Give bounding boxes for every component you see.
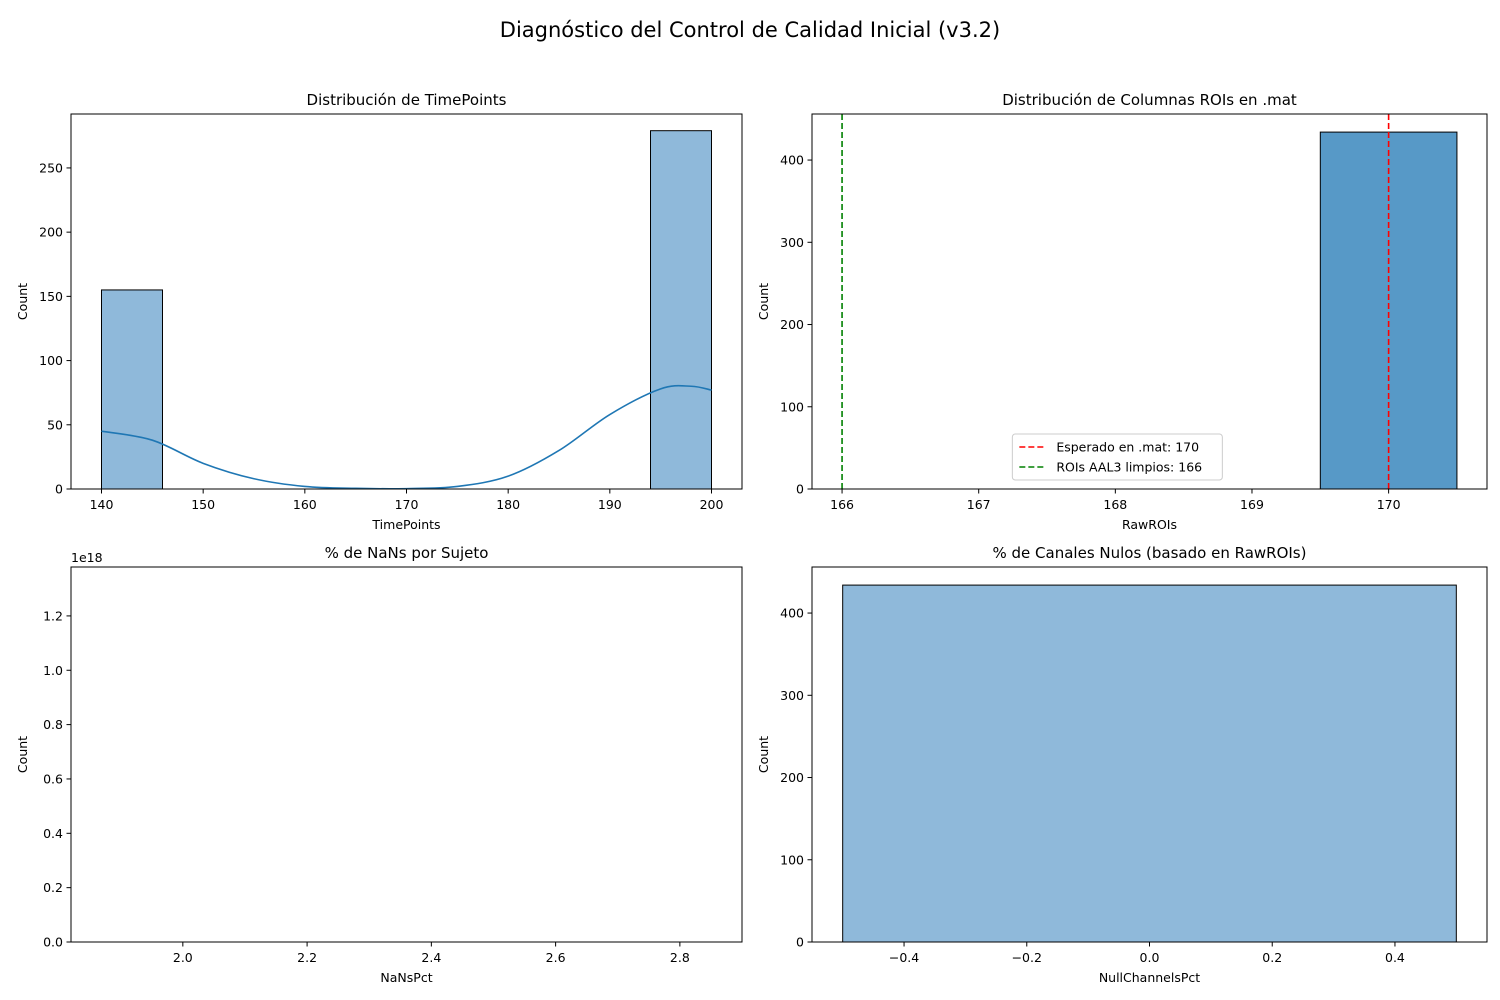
x-tick-label: 2.6: [546, 950, 566, 965]
x-tick-label: 160: [293, 497, 317, 512]
y-tick-label: 300: [780, 235, 804, 250]
x-tick-label: 180: [496, 497, 520, 512]
y-tick-label: 100: [780, 852, 804, 867]
histogram-bar: [1319, 131, 1458, 490]
x-tick-label: −0.2: [1012, 950, 1042, 965]
legend-label: Esperado en .mat: 170: [1056, 440, 1199, 455]
x-tick-label: 200: [700, 497, 724, 512]
x-tick-label: 0.4: [1385, 950, 1405, 965]
y-tick-label: 1.2: [43, 608, 63, 623]
y-tick-label: 100: [780, 399, 804, 414]
y-axis-label: Count: [756, 283, 771, 320]
x-tick-label: 190: [598, 497, 622, 512]
histogram-bar: [650, 130, 712, 490]
y-tick-label: 0.0: [43, 935, 63, 950]
x-tick-label: 166: [830, 497, 854, 512]
y-tick-label: 0.6: [43, 771, 63, 786]
y-tick-label: 50: [47, 417, 63, 432]
x-tick-label: 169: [1240, 497, 1264, 512]
y-tick-label: 0: [55, 482, 63, 497]
axes-frame: [811, 113, 1488, 490]
y-tick-label: 400: [780, 606, 804, 621]
chart-title: Distribución de Columnas ROIs en .mat: [1002, 91, 1297, 109]
y-tick-label: 200: [780, 770, 804, 785]
x-tick-label: 2.4: [421, 950, 441, 965]
chart-title: Distribución de TimePoints: [307, 91, 507, 109]
legend-label: ROIs AAL3 limpios: 166: [1056, 460, 1202, 475]
x-axis-label: TimePoints: [371, 517, 440, 532]
x-tick-label: 0.0: [1140, 950, 1160, 965]
x-tick-label: 150: [191, 497, 215, 512]
x-tick-label: 2.8: [670, 950, 690, 965]
chart-title: % de Canales Nulos (basado en RawROIs): [993, 544, 1307, 562]
y-tick-label: 200: [780, 317, 804, 332]
y-tick-label: 0: [796, 482, 804, 497]
y-tick-label: 200: [39, 225, 63, 240]
axes-frame: [70, 113, 743, 490]
y-tick-label: 0.4: [43, 826, 63, 841]
x-tick-label: 2.2: [297, 950, 317, 965]
histogram-bar: [842, 584, 1457, 943]
y-tick-label: 100: [39, 353, 63, 368]
x-axis-label: RawROIs: [1122, 517, 1177, 532]
axes-frame: [70, 566, 743, 943]
y-scale-label: 1e18: [71, 550, 103, 565]
legend-box: [1011, 433, 1223, 481]
x-tick-label: 168: [1103, 497, 1127, 512]
x-tick-label: 167: [967, 497, 991, 512]
y-tick-label: 150: [39, 289, 63, 304]
x-tick-label: 170: [1377, 497, 1401, 512]
y-axis-label: Count: [15, 283, 30, 320]
x-tick-label: 2.0: [173, 950, 193, 965]
figure-title: Diagnóstico del Control de Calidad Inici…: [499, 18, 1001, 42]
x-tick-label: 0.2: [1262, 950, 1282, 965]
x-tick-label: 140: [90, 497, 114, 512]
y-tick-label: 0.8: [43, 717, 63, 732]
x-axis-label: NullChannelsPct: [1099, 970, 1200, 985]
y-tick-label: 0: [796, 935, 804, 950]
y-tick-label: 300: [780, 688, 804, 703]
y-axis-label: Count: [756, 736, 771, 773]
chart-title: % de NaNs por Sujeto: [325, 544, 489, 562]
x-axis-label: NaNsPct: [380, 970, 432, 985]
x-tick-label: −0.4: [889, 950, 919, 965]
y-axis-label: Count: [15, 736, 30, 773]
y-tick-label: 400: [780, 153, 804, 168]
y-tick-label: 0.2: [43, 880, 63, 895]
kde-line: [101, 384, 712, 490]
x-tick-label: 170: [395, 497, 419, 512]
y-tick-label: 250: [39, 160, 63, 175]
y-tick-label: 1.0: [43, 663, 63, 678]
histogram-bar: [101, 289, 163, 490]
